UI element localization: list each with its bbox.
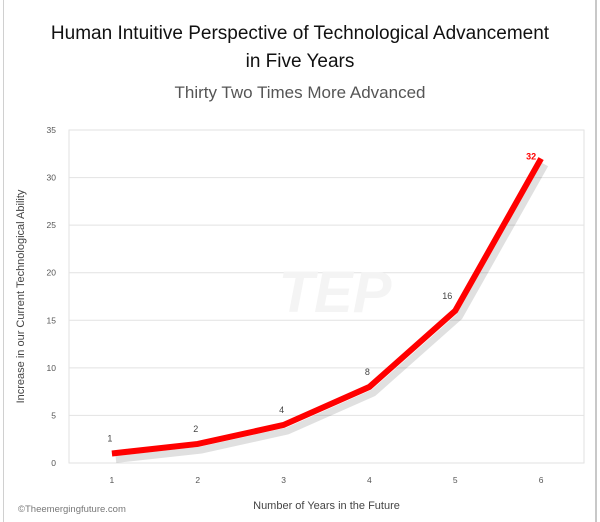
series-line-shadow — [115, 162, 549, 463]
data-label: 16 — [442, 291, 452, 301]
chart-title-line-1: Human Intuitive Perspective of Technolog… — [50, 23, 550, 44]
y-tick-label: 25 — [47, 220, 57, 230]
x-tick-label: 1 — [110, 475, 115, 485]
x-tick-label: 5 — [453, 475, 458, 485]
data-label: 1 — [107, 433, 112, 443]
x-tick-label: 3 — [281, 475, 286, 485]
y-tick-label: 30 — [47, 173, 57, 183]
x-axis-label: Number of Years in the Future — [253, 500, 400, 512]
chart-title-line-2: in Five Years — [245, 51, 355, 72]
chart-frame — [3, 0, 597, 522]
data-label: 8 — [365, 367, 370, 377]
data-label: 2 — [193, 424, 198, 434]
copyright-text: ©Theemergingfuture.com — [18, 504, 126, 515]
x-tick-label: 6 — [539, 475, 544, 485]
data-label: 32 — [526, 152, 536, 162]
x-tick-label: 2 — [195, 475, 200, 485]
series-line — [111, 157, 544, 457]
x-tick-label: 4 — [367, 475, 372, 485]
y-tick-label: 5 — [51, 410, 56, 420]
y-tick-label: 10 — [47, 363, 57, 373]
chart-subtitle: Thirty Two Times More Advanced — [174, 83, 426, 102]
y-tick-label: 35 — [47, 125, 57, 135]
y-axis-label: Increase in our Current Technological Ab… — [15, 189, 27, 403]
y-tick-label: 15 — [47, 315, 57, 325]
data-label: 4 — [279, 405, 284, 415]
y-tick-label: 20 — [47, 268, 57, 278]
watermark-logo: TEP — [279, 260, 392, 325]
y-tick-label: 0 — [51, 458, 56, 468]
